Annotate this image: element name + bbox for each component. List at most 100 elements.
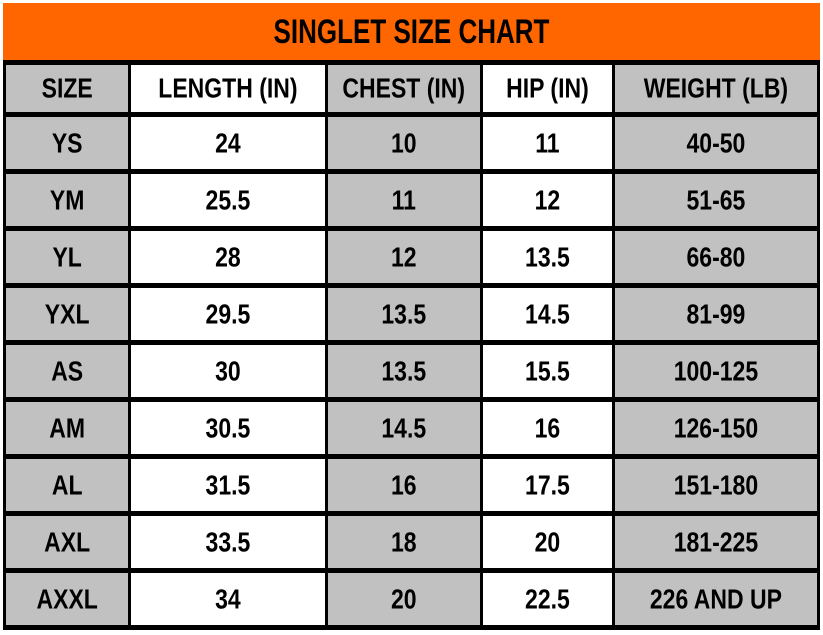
weight-value: 81-99	[686, 297, 746, 329]
length-value: 24	[215, 126, 241, 158]
size-value: AM	[49, 411, 86, 443]
chest-value: 12	[390, 240, 417, 272]
weight-cell: 181-225	[611, 511, 821, 573]
weight-value: 181-225	[673, 525, 759, 557]
length-cell: 28	[128, 226, 328, 288]
hip-value: 13.5	[525, 240, 570, 272]
length-cell: 33.5	[128, 511, 328, 573]
hip-cell: 22.5	[479, 568, 615, 630]
size-value: AL	[51, 468, 83, 500]
table-row-axl: AXL 33.5 18 20 181-225	[2, 511, 821, 573]
length-cell: 30	[128, 340, 328, 402]
length-cell: 24	[128, 112, 328, 174]
chest-cell: 10	[324, 112, 483, 174]
hip-value: 12	[534, 183, 561, 215]
chest-cell: 12	[324, 226, 483, 288]
hip-value: 22.5	[525, 582, 570, 614]
header-cell-length: LENGTH (IN)	[128, 60, 328, 117]
chest-value: 20	[390, 582, 417, 614]
length-cell: 29.5	[128, 283, 328, 345]
hip-cell: 12	[479, 169, 615, 231]
table-row-al: AL 31.5 16 17.5 151-180	[2, 454, 821, 516]
weight-cell: 66-80	[611, 226, 821, 288]
chest-cell: 16	[324, 454, 483, 516]
length-value: 33.5	[205, 525, 251, 557]
hip-cell: 14.5	[479, 283, 615, 345]
weight-value: 151-180	[673, 468, 759, 500]
hip-cell: 11	[479, 112, 615, 174]
length-value: 25.5	[205, 183, 251, 215]
hip-value: 20	[534, 525, 561, 557]
header-label-hip: HIP (IN)	[506, 72, 589, 104]
chest-value: 13.5	[381, 354, 427, 386]
chest-value: 18	[390, 525, 417, 557]
size-value: YXL	[44, 297, 90, 329]
weight-cell: 40-50	[611, 112, 821, 174]
weight-value: 66-80	[686, 240, 746, 272]
weight-value: 100-125	[673, 354, 759, 386]
length-cell: 34	[128, 568, 328, 630]
length-value: 30	[215, 354, 241, 386]
hip-value: 16	[534, 411, 561, 443]
weight-value: 226 AND UP	[649, 582, 782, 614]
size-cell: YXL	[2, 283, 132, 345]
length-value: 31.5	[205, 468, 251, 500]
chest-cell: 11	[324, 169, 483, 231]
weight-value: 126-150	[673, 411, 759, 443]
header-label-length: LENGTH (IN)	[158, 72, 298, 104]
chest-value: 10	[390, 126, 417, 158]
size-cell: AXXL	[2, 568, 132, 630]
hip-value: 14.5	[525, 297, 570, 329]
chest-cell: 14.5	[324, 397, 483, 459]
table-row-yxl: YXL 29.5 13.5 14.5 81-99	[2, 283, 821, 345]
hip-value: 11	[535, 126, 560, 158]
table-row-as: AS 30 13.5 15.5 100-125	[2, 340, 821, 402]
weight-value: 40-50	[686, 126, 746, 158]
size-value: YL	[52, 240, 82, 272]
chest-value: 13.5	[381, 297, 427, 329]
size-value: AS	[51, 354, 84, 386]
size-value: YS	[51, 126, 83, 158]
length-value: 28	[215, 240, 241, 272]
page-title: SINGLET SIZE CHART	[273, 10, 550, 51]
weight-cell: 151-180	[611, 454, 821, 516]
size-value: AXL	[44, 525, 91, 557]
size-value: YM	[49, 183, 85, 215]
size-value: AXXL	[36, 582, 98, 614]
chart-title-bar: SINGLET SIZE CHART	[3, 3, 820, 60]
header-cell-weight: WEIGHT (LB)	[611, 60, 821, 117]
header-cell-size: SIZE	[2, 60, 132, 117]
length-value: 29.5	[205, 297, 251, 329]
length-value: 34	[215, 582, 241, 614]
length-cell: 25.5	[128, 169, 328, 231]
header-cell-chest: CHEST (IN)	[324, 60, 483, 117]
hip-cell: 13.5	[479, 226, 615, 288]
size-cell: AS	[2, 340, 132, 402]
chest-cell: 18	[324, 511, 483, 573]
weight-cell: 81-99	[611, 283, 821, 345]
weight-value: 51-65	[686, 183, 746, 215]
size-table: SIZE LENGTH (IN) CHEST (IN) HIP (IN) WEI…	[2, 60, 821, 630]
hip-value: 15.5	[525, 354, 570, 386]
header-row: SIZE LENGTH (IN) CHEST (IN) HIP (IN) WEI…	[2, 60, 821, 117]
size-cell: YS	[2, 112, 132, 174]
header-label-weight: WEIGHT (LB)	[643, 72, 789, 104]
table-row-yl: YL 28 12 13.5 66-80	[2, 226, 821, 288]
size-cell: AXL	[2, 511, 132, 573]
length-cell: 31.5	[128, 454, 328, 516]
length-value: 30.5	[205, 411, 251, 443]
weight-cell: 126-150	[611, 397, 821, 459]
weight-cell: 51-65	[611, 169, 821, 231]
size-cell: AM	[2, 397, 132, 459]
hip-cell: 20	[479, 511, 615, 573]
hip-value: 17.5	[525, 468, 570, 500]
header-label-chest: CHEST (IN)	[342, 72, 466, 104]
header-cell-hip: HIP (IN)	[479, 60, 615, 117]
weight-cell: 226 AND UP	[611, 568, 821, 630]
chest-cell: 20	[324, 568, 483, 630]
header-label-size: SIZE	[41, 72, 93, 104]
chest-value: 16	[390, 468, 417, 500]
hip-cell: 17.5	[479, 454, 615, 516]
chest-cell: 13.5	[324, 283, 483, 345]
